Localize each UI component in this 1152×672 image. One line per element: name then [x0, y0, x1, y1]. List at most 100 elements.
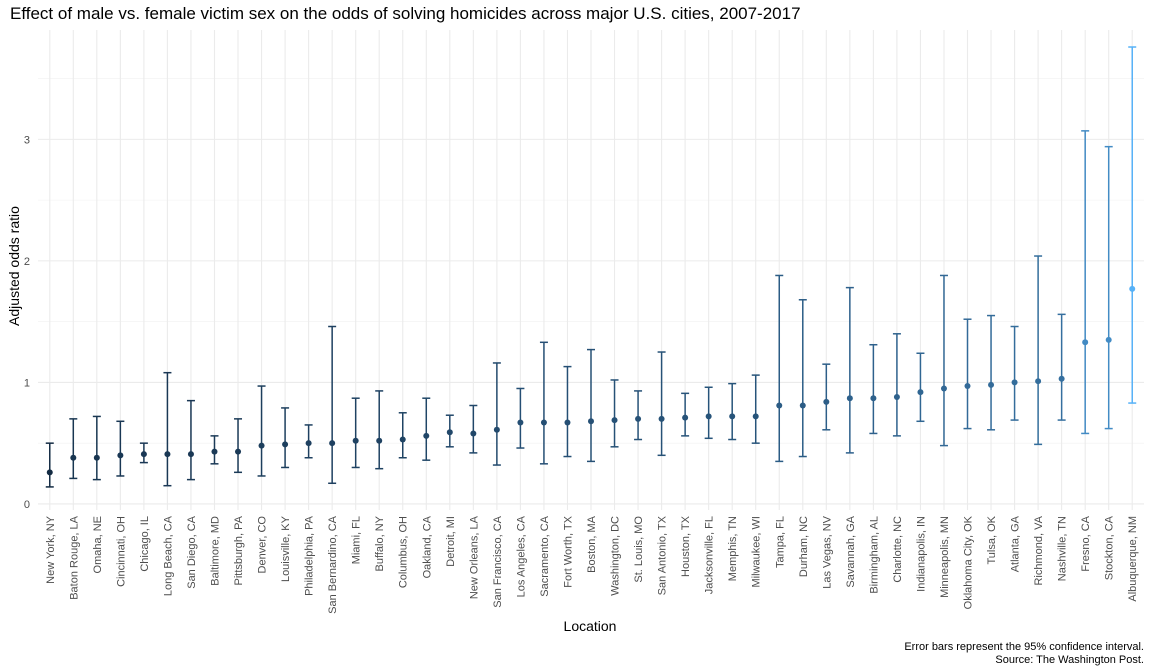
- x-tick-label: Denver, CO: [257, 516, 269, 574]
- error-bar: [916, 352, 925, 423]
- error-bar: [587, 348, 595, 463]
- x-tick-label: Birmingham, AL: [868, 516, 880, 594]
- data-point: [399, 436, 406, 443]
- error-bar: [163, 371, 172, 487]
- error-bar: [751, 374, 760, 444]
- data-point: [893, 393, 900, 400]
- data-point: [117, 452, 124, 459]
- data-point: [988, 381, 995, 388]
- error-bar: [1010, 325, 1019, 421]
- data-point: [799, 402, 806, 409]
- x-tick-label: Las Vegas, NV: [821, 515, 833, 588]
- error-bar: [257, 385, 266, 477]
- x-tick-label: Nashville, TN: [1057, 516, 1069, 581]
- x-tick-label: Milwaukee, WI: [751, 516, 763, 588]
- x-tick-label: San Francisco, CA: [492, 515, 504, 607]
- x-tick-label: New Orleans, LA: [468, 515, 480, 599]
- x-tick-label: Louisville, KY: [280, 515, 292, 582]
- data-point: [682, 414, 689, 421]
- error-bar: [234, 418, 243, 474]
- y-tick-label: 2: [24, 256, 30, 268]
- x-tick-label: Sacramento, CA: [539, 515, 551, 596]
- data-point: [1058, 375, 1065, 382]
- error-bar: [469, 404, 478, 454]
- error-bar: [563, 365, 572, 458]
- data-point: [1129, 285, 1136, 292]
- data-point: [776, 402, 783, 409]
- x-tick-label: Baton Rouge, LA: [68, 515, 80, 599]
- data-point: [211, 448, 218, 455]
- x-tick-label: Indianapolis, IN: [915, 516, 927, 592]
- error-bar: [422, 397, 431, 461]
- error-bar: [1104, 145, 1113, 430]
- data-point: [1011, 379, 1018, 386]
- x-tick-label: Oakland, CA: [421, 515, 433, 578]
- error-bar: [328, 325, 337, 485]
- data-point: [305, 440, 312, 447]
- data-point: [423, 432, 430, 439]
- x-tick-label: San Antonio, TX: [657, 515, 669, 595]
- x-tick-label: San Diego, CA: [186, 515, 198, 588]
- x-tick-label: Atlanta, GA: [1010, 515, 1022, 572]
- x-tick-label: Buffalo, NY: [374, 515, 386, 571]
- x-tick-label: Long Beach, CA: [162, 515, 174, 596]
- error-bar: [186, 399, 195, 481]
- data-point: [635, 415, 642, 422]
- data-point: [564, 419, 571, 426]
- x-tick-label: Omaha, NE: [92, 516, 104, 573]
- y-axis-ticks: 0 1 2 3: [24, 134, 30, 511]
- y-tick-label: 1: [24, 377, 30, 389]
- x-tick-label: Jacksonville, FL: [704, 516, 716, 594]
- error-bar: [798, 299, 807, 458]
- x-tick-label: Memphis, TN: [727, 516, 739, 581]
- error-bar: [869, 343, 878, 435]
- data-point: [917, 389, 924, 396]
- data-point: [258, 442, 265, 449]
- x-tick-label: Detroit, MI: [445, 516, 457, 567]
- y-tick-label: 0: [24, 499, 30, 511]
- data-point: [352, 437, 359, 444]
- data-point: [611, 417, 618, 424]
- x-tick-label: Oklahoma City, OK: [963, 515, 975, 609]
- error-bar: [987, 314, 996, 431]
- x-tick-label: Minneapolis, MN: [939, 516, 951, 598]
- x-tick-label: Miami, FL: [351, 516, 363, 564]
- x-tick-label: Charlotte, NC: [892, 516, 904, 583]
- error-bar: [492, 362, 501, 466]
- data-point: [658, 415, 665, 422]
- data-point: [823, 398, 830, 405]
- x-tick-label: New York, NY: [45, 515, 57, 584]
- data-point: [940, 385, 947, 392]
- y-tick-label: 3: [24, 134, 30, 146]
- error-bar: [775, 274, 784, 463]
- error-bar: [634, 390, 643, 441]
- caption-line-source: Source: The Washington Post.: [995, 654, 1144, 666]
- data-point: [729, 413, 736, 420]
- error-bar: [45, 442, 54, 488]
- data-point: [187, 451, 194, 458]
- data-point: [752, 413, 759, 420]
- error-bar: [704, 386, 713, 440]
- x-tick-label: Boston, MA: [586, 515, 598, 573]
- error-bar: [610, 379, 619, 448]
- data-point: [493, 426, 500, 433]
- error-bar: [892, 333, 901, 437]
- data-point: [1082, 339, 1089, 346]
- x-tick-label: Washington, DC: [610, 516, 622, 596]
- error-bar: [681, 392, 690, 437]
- error-bar: [116, 420, 125, 477]
- x-tick-label: Savannah, GA: [845, 515, 857, 587]
- data-point: [1105, 336, 1112, 343]
- data-point: [376, 437, 383, 444]
- x-tick-label: Baltimore, MD: [209, 516, 221, 586]
- data-point: [93, 454, 100, 461]
- data-point: [540, 419, 547, 426]
- x-tick-label: Chicago, IL: [139, 516, 151, 572]
- x-tick-label: Stockton, CA: [1104, 515, 1116, 580]
- error-bar: [963, 318, 972, 430]
- error-bar: [375, 390, 384, 470]
- error-bar: [92, 415, 101, 481]
- error-bar: [281, 407, 290, 469]
- error-bar: [657, 351, 666, 457]
